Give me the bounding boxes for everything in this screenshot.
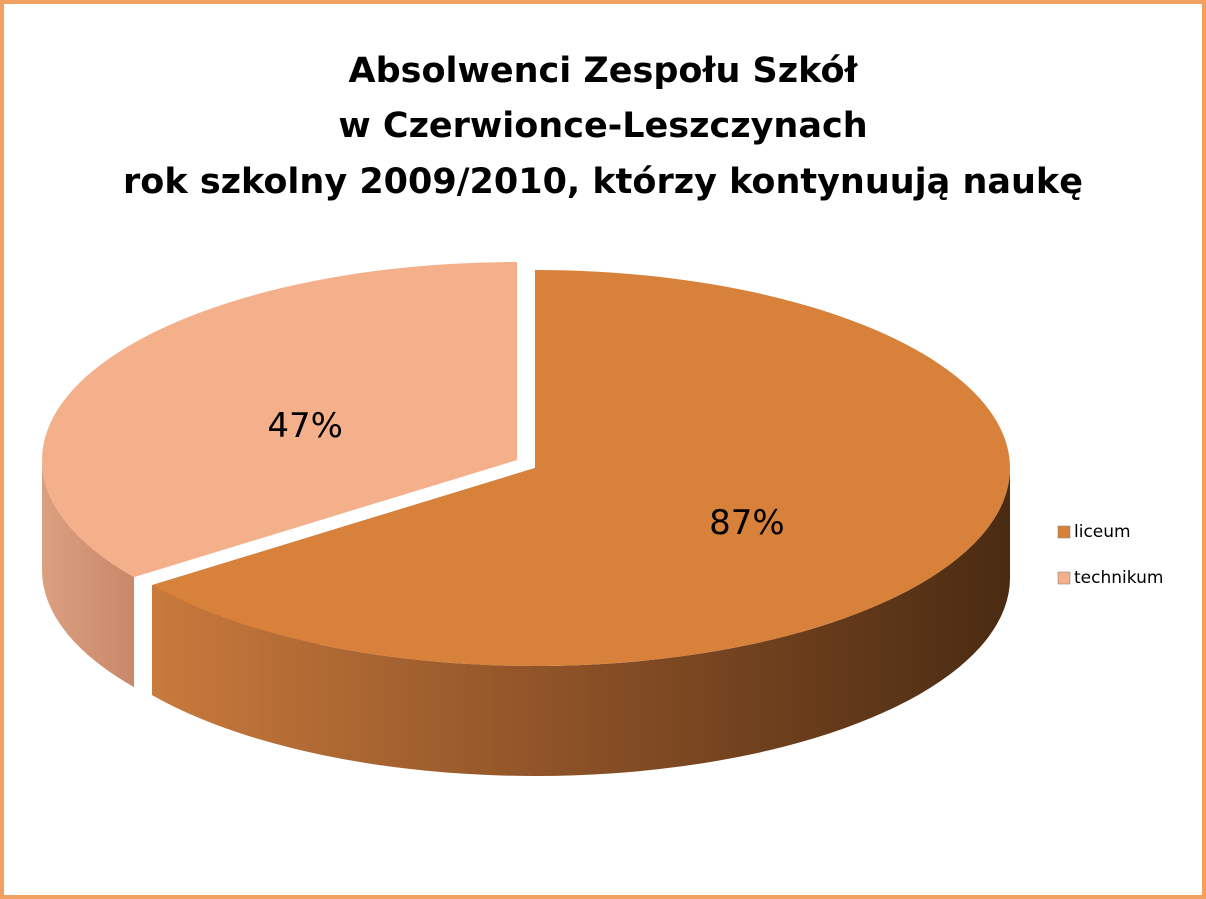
legend-swatch	[1057, 525, 1071, 539]
slice-side	[42, 460, 135, 688]
value-label: 47%	[267, 406, 343, 446]
slice-side	[152, 468, 1011, 776]
chart-title: Absolwenci Zespołu Szkół	[348, 51, 858, 91]
legend-label: liceum	[1074, 522, 1131, 542]
chart-title: w Czerwionce-Leszczynach	[338, 106, 867, 146]
value-label: 87%	[709, 503, 785, 543]
pie-slice	[152, 270, 1011, 776]
slice-top	[41, 262, 518, 578]
chart-title: rok szkolny 2009/2010, którzy kontynuują…	[123, 162, 1083, 202]
legend-swatch	[1057, 571, 1071, 585]
legend-label: technikum	[1074, 568, 1163, 588]
pie-slice	[41, 262, 518, 688]
slice-top	[152, 270, 1010, 666]
